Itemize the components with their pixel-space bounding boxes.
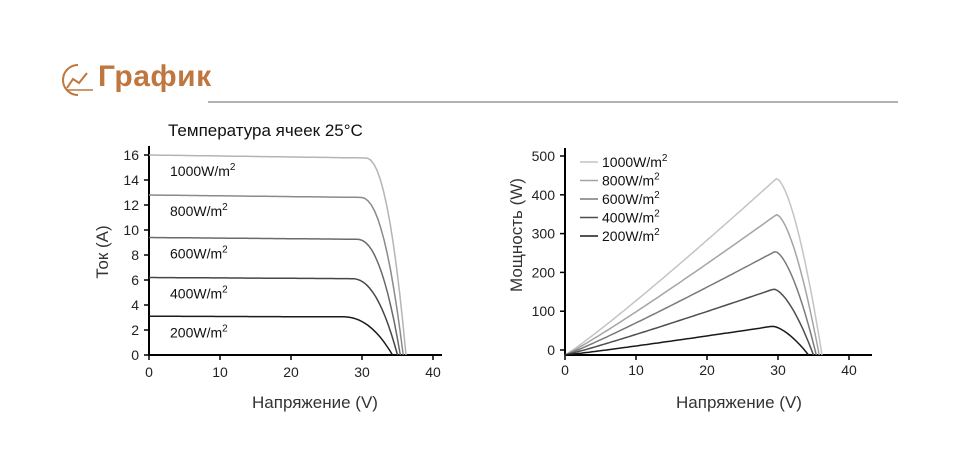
iv-x-tick-label: 10 [212, 364, 228, 380]
pv-x-tick-label: 40 [841, 362, 857, 378]
pv-x-axis-label: Напряжение (V) [676, 393, 802, 412]
pv-x-tick-label: 30 [770, 362, 786, 378]
iv-curve [149, 315, 394, 356]
iv-curve [149, 236, 402, 356]
iv-series-label: 400W/m2 [170, 285, 228, 302]
iv-x-tick-label: 20 [283, 364, 299, 380]
iv-y-tick-label: 2 [131, 322, 139, 338]
pv-curve [564, 325, 810, 356]
pv-legend-entry: 800W/m2 [602, 172, 660, 189]
pv-y-tick-label: 300 [532, 226, 556, 242]
pv-y-tick-label: 0 [547, 342, 555, 358]
iv-curves [149, 154, 407, 356]
page-header: График [0, 0, 970, 110]
pv-y-tick-label: 200 [532, 264, 556, 280]
iv-x-tick-label: 0 [145, 364, 153, 380]
iv-series-label: 800W/m2 [170, 202, 228, 219]
iv-y-axis-label: Ток (A) [93, 225, 112, 278]
iv-chart-title: Температура ячеек 25°C [168, 121, 363, 140]
pv-curve [564, 213, 820, 356]
iv-y-tick-label: 6 [131, 272, 139, 288]
iv-y-tick-label: 0 [131, 347, 139, 363]
iv-curve [149, 276, 399, 356]
pv-curve [564, 288, 815, 356]
iv-series-label: 1000W/m2 [170, 162, 236, 179]
iv-y-tick-label: 16 [123, 147, 139, 163]
pv-y-axis-label: Мощность (W) [507, 178, 526, 292]
iv-y-tick-label: 4 [131, 297, 139, 313]
line-chart-icon [60, 62, 96, 98]
iv-ticks: 0 10 20 30 40 0 2 4 6 8 10 12 14 16 [123, 147, 441, 380]
pv-curve [564, 251, 818, 356]
page-title: График [98, 60, 212, 93]
iv-curve [149, 154, 407, 356]
iv-chart: Температура ячеек 25°C 0 10 20 30 40 0 2 4 6 8 10 1… [93, 121, 442, 412]
iv-y-tick-label: 10 [123, 222, 139, 238]
pv-x-tick-label: 10 [628, 362, 644, 378]
pv-y-tick-label: 500 [532, 148, 556, 164]
iv-y-tick-label: 14 [123, 172, 139, 188]
pv-curves [564, 177, 823, 356]
header-divider [208, 101, 898, 103]
iv-series-labels: 1000W/m2 800W/m2 600W/m2 400W/m2 200W/m2 [170, 162, 236, 340]
pv-legend-entry: 1000W/m2 [602, 153, 668, 170]
iv-y-tick-label: 8 [131, 247, 139, 263]
pv-legend-entry: 200W/m2 [602, 227, 660, 244]
pv-y-tick-label: 100 [532, 303, 556, 319]
iv-series-label: 600W/m2 [170, 245, 228, 262]
iv-y-tick-label: 12 [123, 197, 139, 213]
pv-y-tick-label: 400 [532, 187, 556, 203]
pv-curve [564, 177, 823, 356]
iv-x-tick-label: 30 [354, 364, 370, 380]
pv-x-tick-label: 0 [561, 362, 569, 378]
pv-legend-entry: 600W/m2 [602, 190, 660, 207]
iv-curve [149, 194, 404, 356]
pv-legend-entry: 400W/m2 [602, 209, 660, 226]
iv-series-label: 200W/m2 [170, 323, 228, 340]
iv-x-axis-label: Напряжение (V) [252, 393, 378, 412]
pv-x-tick-label: 20 [699, 362, 715, 378]
iv-x-tick-label: 40 [425, 364, 441, 380]
